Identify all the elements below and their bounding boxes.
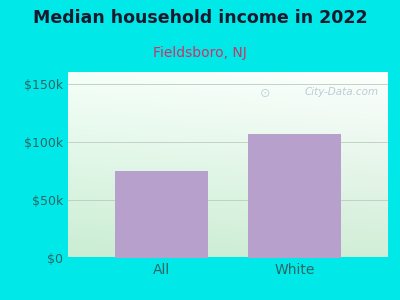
Text: Fieldsboro, NJ: Fieldsboro, NJ [153, 46, 247, 61]
Text: City-Data.com: City-Data.com [304, 87, 378, 97]
Text: Median household income in 2022: Median household income in 2022 [33, 9, 367, 27]
Text: ⊙: ⊙ [260, 87, 270, 100]
Bar [248, 134, 341, 258]
Bar [115, 171, 208, 258]
